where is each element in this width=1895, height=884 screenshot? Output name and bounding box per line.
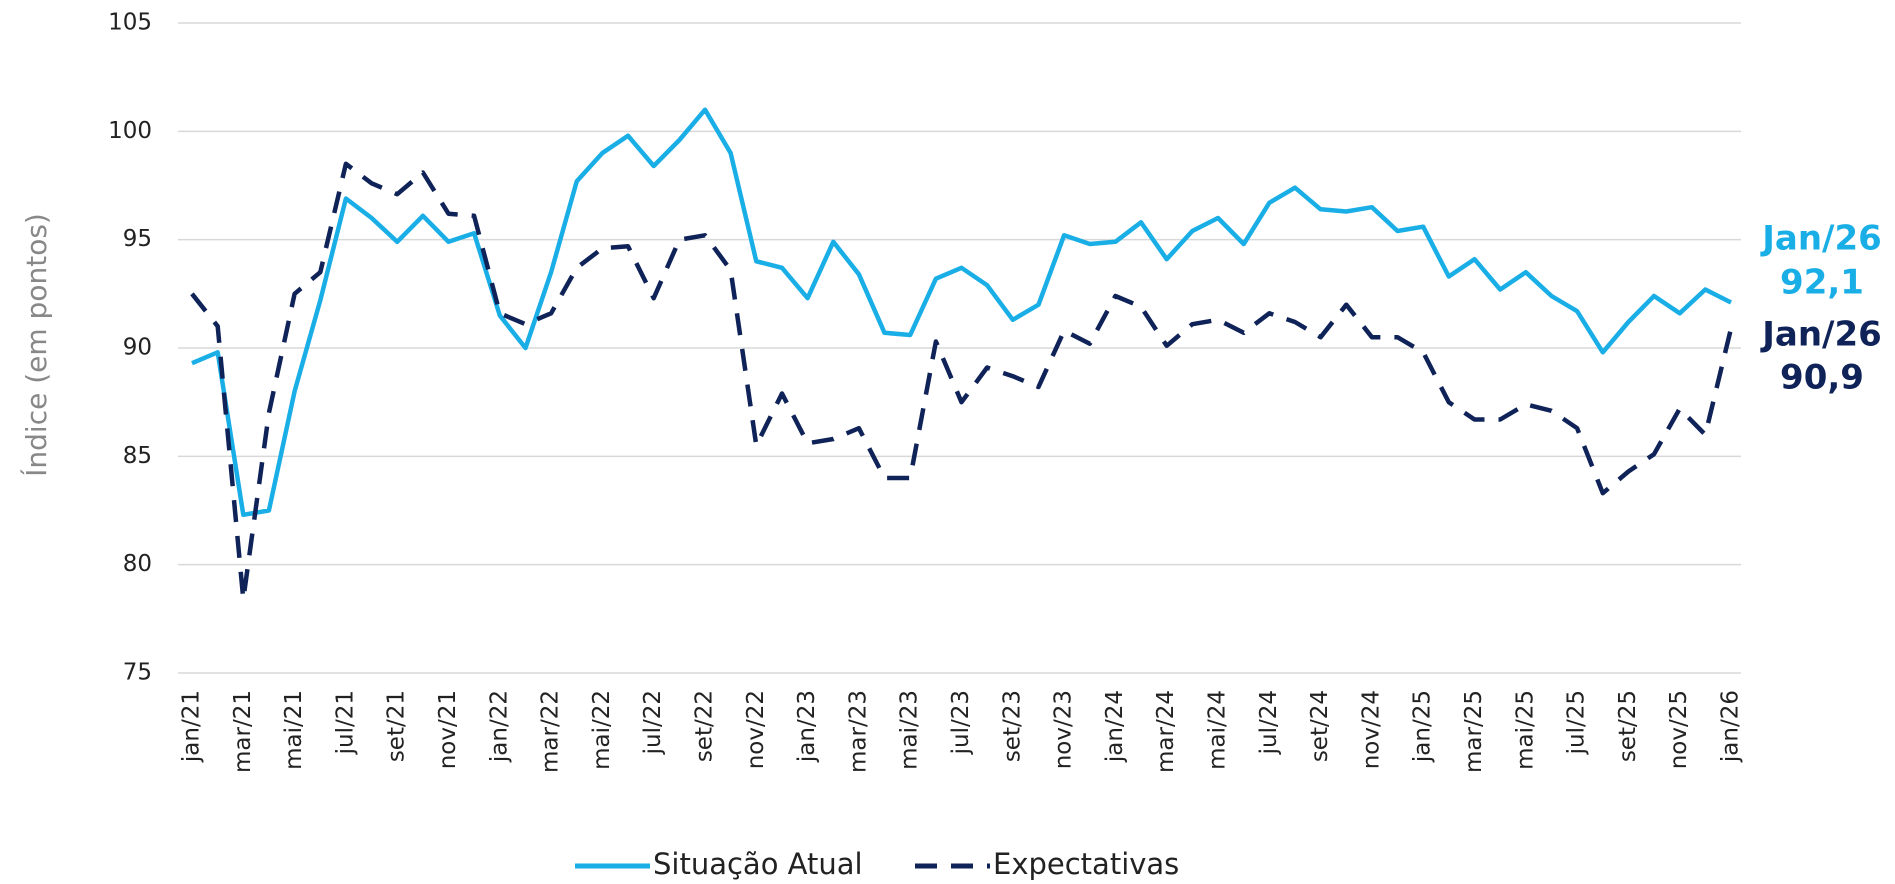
- x-tick-label: jul/21: [332, 690, 358, 755]
- y-tick-label: 100: [108, 118, 152, 144]
- x-tick-label: jan/26: [1718, 690, 1744, 763]
- y-tick-label: 80: [123, 551, 152, 577]
- y-tick-label: 95: [123, 226, 152, 252]
- x-tick-label: mar/22: [538, 690, 564, 773]
- x-tick-label: mai/25: [1512, 690, 1538, 770]
- x-tick-label: jul/25: [1564, 690, 1590, 755]
- y-tick-label: 75: [123, 660, 152, 686]
- x-tick-label: nov/22: [743, 690, 769, 769]
- x-tick-label: jan/23: [794, 690, 820, 763]
- x-tick-label: jan/24: [1102, 690, 1128, 763]
- x-tick-label: jan/22: [486, 690, 512, 763]
- x-tick-label: mar/25: [1461, 690, 1487, 773]
- x-tick-label: nov/24: [1358, 690, 1384, 769]
- x-tick-label: mar/23: [845, 690, 871, 773]
- x-tick-label: mar/24: [1153, 690, 1179, 773]
- x-tick-label: mai/22: [589, 690, 615, 770]
- y-tick-label: 85: [123, 443, 152, 469]
- x-tick-label: mai/21: [281, 690, 307, 770]
- x-tick-label: jul/24: [1256, 690, 1282, 755]
- x-tick-label: nov/23: [1051, 690, 1077, 769]
- x-tick-label: jan/21: [179, 690, 205, 763]
- x-tick-label: nov/25: [1666, 690, 1692, 769]
- x-tick-label: nov/21: [435, 690, 461, 769]
- x-tick-label: jul/23: [948, 690, 974, 755]
- y-axis-title: Índice (em pontos): [19, 213, 53, 477]
- x-tick-label: set/23: [999, 690, 1025, 762]
- series-line: [191, 107, 1733, 518]
- x-tick-label: mai/23: [897, 690, 923, 770]
- x-tick-label: mar/21: [230, 690, 256, 773]
- legend-label: Situação Atual: [653, 847, 863, 881]
- x-tick-label: set/22: [692, 690, 718, 762]
- y-tick-label: 105: [108, 10, 152, 36]
- annotation: 90,9: [1780, 358, 1864, 398]
- x-tick-label: set/21: [384, 690, 410, 762]
- annotation: 92,1: [1780, 263, 1864, 303]
- annotation: Jan/26: [1760, 315, 1882, 355]
- y-tick-label: 90: [123, 335, 152, 361]
- x-tick-label: mai/24: [1205, 690, 1231, 770]
- series-line: [190, 161, 1734, 602]
- legend-label: Expectativas: [993, 847, 1179, 881]
- x-tick-label: set/25: [1615, 690, 1641, 762]
- annotation: Jan/26: [1760, 219, 1882, 259]
- x-tick-label: set/24: [1307, 690, 1333, 762]
- x-tick-label: jul/22: [640, 690, 666, 755]
- x-tick-label: jan/25: [1410, 690, 1436, 763]
